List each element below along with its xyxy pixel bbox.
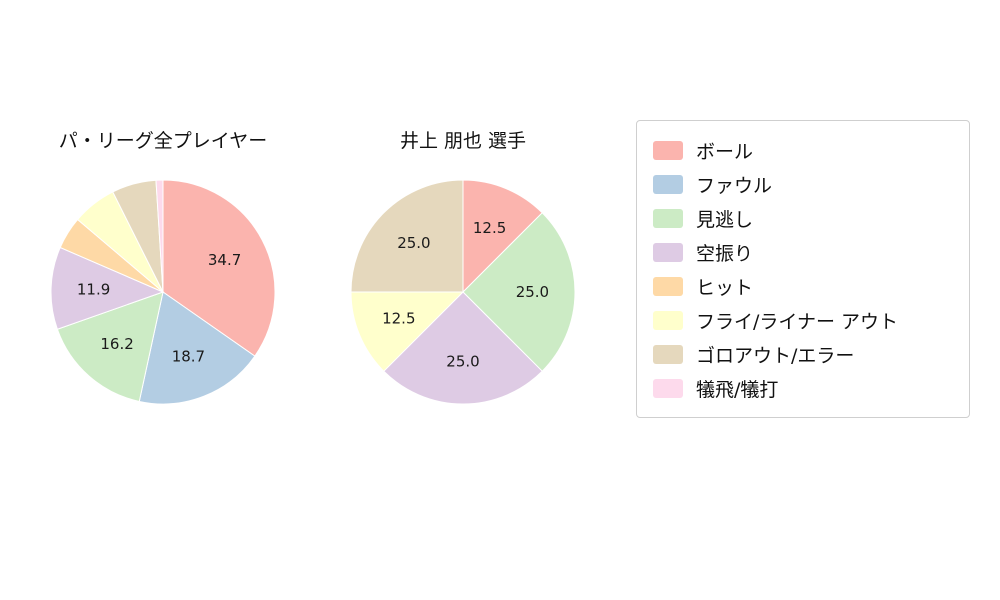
legend-color-swatch	[653, 344, 683, 364]
pie-slice	[56, 291, 164, 403]
pie-slice-value-label: 11.9	[77, 281, 110, 299]
pie-slice-value-label: 34.7	[208, 251, 241, 269]
pie-slice	[350, 291, 465, 372]
pie-slice	[162, 179, 276, 357]
legend-item-label: ヒット	[696, 276, 754, 299]
pie-slice	[350, 179, 464, 293]
legend-item: ファウル	[653, 167, 953, 201]
pie-slice	[50, 246, 165, 330]
pie-slice	[462, 212, 576, 372]
legend-item: ボール	[653, 133, 953, 167]
pie-slice	[138, 291, 256, 405]
pie-slice-value-label: 25.0	[516, 283, 549, 301]
pie-slice-value-label: 18.7	[172, 348, 205, 366]
pie-slice-value-label: 25.0	[446, 352, 479, 370]
legend-item-label: 見逃し	[696, 208, 754, 231]
legend-item-label: フライ/ライナー アウト	[696, 310, 899, 333]
legend-item-label: 犠飛/犠打	[696, 378, 779, 401]
pie-chart-league: パ・リーグ全プレイヤー 34.7 18.7 16.2 11.9	[13, 126, 313, 412]
pie-slice-value-label: 16.2	[100, 335, 133, 353]
pie-league-svg: 34.7 18.7 16.2 11.9	[50, 179, 276, 405]
legend-item-label: ボール	[696, 140, 754, 163]
legend-color-swatch	[653, 378, 683, 398]
pie-slice-value-label: 12.5	[473, 219, 506, 237]
legend-color-swatch	[653, 140, 683, 160]
pie-slice	[383, 291, 543, 405]
legend-color-swatch	[653, 310, 683, 330]
legend-color-swatch	[653, 174, 683, 194]
legend-item-label: ゴロアウト/エラー	[696, 344, 855, 367]
chart-title-league: パ・リーグ全プレイヤー	[58, 130, 268, 152]
pie-slice-value-label: 25.0	[397, 234, 430, 252]
chart-title-player: 井上 朋也 選手	[399, 130, 527, 152]
pie-player-svg: 12.5 25.0 25.0 12.5 25.0	[350, 179, 576, 405]
legend-item-label: ファウル	[696, 174, 773, 197]
legend-color-swatch	[653, 242, 683, 262]
pie-chart-player: 井上 朋也 選手 12.5 25.0 25.0 12.5 25.0	[313, 126, 613, 412]
legend-item: フライ/ライナー アウト	[653, 303, 953, 337]
pie-slice	[462, 179, 543, 294]
legend-item: ヒット	[653, 269, 953, 303]
pie-slice	[155, 179, 164, 293]
legend-color-swatch	[653, 208, 683, 228]
legend-item: ゴロアウト/エラー	[653, 337, 953, 371]
pie-slice-value-label: 12.5	[382, 310, 415, 328]
legend-item: 見逃し	[653, 201, 953, 235]
legend: ボール ファウル 見逃し 空振り ヒット フライ/ライナー アウト ゴロアウト/…	[636, 120, 970, 418]
legend-color-swatch	[653, 276, 683, 296]
legend-item-label: 空振り	[696, 242, 754, 265]
legend-item: 空振り	[653, 235, 953, 269]
legend-item: 犠飛/犠打	[653, 371, 953, 405]
